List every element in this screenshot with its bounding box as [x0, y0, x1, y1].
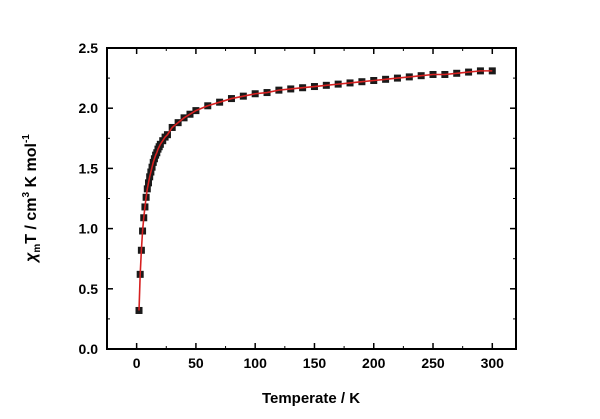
y-axis-label-sup3: 3 [21, 191, 32, 197]
x-axis-ticks: 0 50 100 150 200 250 300 [133, 48, 504, 371]
y-tick-label: 0.0 [79, 341, 99, 357]
x-tick-label: 50 [188, 355, 204, 371]
y-axis-label-kmol: K mol [23, 143, 40, 192]
y-axis-ticks: 0.0 0.5 1.0 1.5 2.0 2.5 [79, 40, 516, 357]
y-tick-label: 0.5 [79, 281, 99, 297]
x-tick-label: 250 [421, 355, 445, 371]
y-axis-label-chi: χ [23, 252, 40, 264]
x-tick-label: 150 [303, 355, 327, 371]
y-tick-label: 1.5 [79, 160, 99, 176]
x-tick-label: 300 [481, 355, 505, 371]
fit-curve [138, 70, 493, 311]
y-tick-label: 2.5 [79, 40, 99, 56]
y-tick-label: 2.0 [79, 100, 99, 116]
x-tick-label: 100 [244, 355, 268, 371]
y-axis-label-sup-neg1: -1 [21, 134, 32, 143]
x-tick-label: 200 [362, 355, 386, 371]
plot-frame [106, 47, 517, 350]
x-axis-label: Temperate / K [262, 390, 360, 407]
y-axis-label-subscript: m [32, 244, 43, 253]
data-point [135, 306, 143, 314]
fit-line [138, 70, 493, 311]
data-points [135, 67, 496, 314]
x-tick-label: 0 [133, 355, 141, 371]
y-axis-label-units: T / cm [23, 197, 40, 243]
y-axis-label: χmT / cm3 K mol-1 [21, 134, 43, 264]
y-tick-label: 1.0 [79, 221, 99, 237]
